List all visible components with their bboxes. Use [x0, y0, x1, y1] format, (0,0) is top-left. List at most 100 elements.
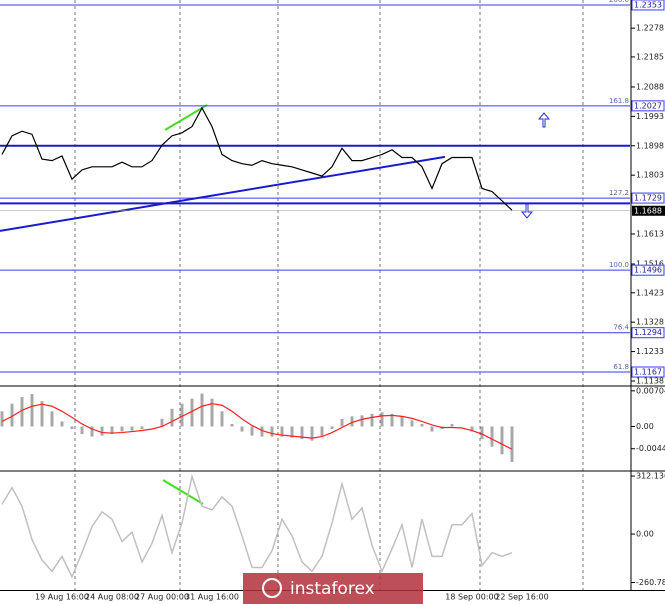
histogram-bar [260, 426, 264, 437]
histogram-bar [270, 426, 274, 437]
histogram-bar [30, 394, 34, 427]
histogram-bar [190, 398, 194, 427]
histogram-bar [320, 426, 324, 437]
x-tick-label: 18 Sep 00:00 [445, 593, 498, 602]
y-tick-label: 1.2088 [636, 82, 664, 91]
series-line [1, 473, 513, 579]
level-price: 1.1496 [634, 266, 662, 275]
fib-label: 161.8 [609, 97, 629, 105]
fib-label: 61.8 [613, 363, 629, 371]
histogram-bar [250, 426, 254, 436]
series-line [1, 403, 513, 450]
watermark: instaforex [243, 573, 423, 604]
grid [74, 0, 584, 590]
level-price-box [631, 327, 665, 339]
fib-label: 200.0 [609, 0, 629, 4]
level-price: 1.1729 [634, 194, 662, 203]
divergence-line [164, 104, 208, 131]
histogram-bar [110, 426, 114, 435]
histogram-bar [450, 423, 454, 427]
y-tick-label: 1.1993 [636, 112, 664, 121]
up-arrow [537, 112, 551, 128]
histogram-bar [400, 416, 404, 427]
histogram-bar [360, 415, 364, 427]
histogram-bar [230, 423, 234, 427]
histogram-bar [480, 426, 484, 440]
histogram-bar [340, 418, 344, 427]
y-tick-label: 1.2185 [636, 52, 664, 61]
last-price: 1.1688 [634, 206, 662, 215]
level-price-box [631, 0, 665, 11]
histogram-bar [390, 413, 394, 427]
histogram-bar [130, 426, 134, 431]
frame [0, 0, 665, 591]
histogram-bar [300, 426, 304, 440]
histogram-bar [370, 413, 374, 427]
fib-label: 127.2 [609, 189, 629, 197]
histogram-bar [120, 426, 124, 432]
histogram-bar [240, 426, 244, 432]
histogram-bar [100, 426, 104, 436]
x-tick-label: 24 Aug 08:00 [85, 593, 139, 602]
y-tick-label: 1.1516 [636, 259, 664, 268]
histogram-bar [290, 426, 294, 438]
histogram-bar [220, 411, 224, 427]
histogram-bar [380, 412, 384, 427]
y-tick-label: 1.1328 [636, 318, 664, 327]
y-tick-label: 0.00 [636, 530, 654, 539]
x-tick-label: 27 Aug 00:00 [135, 593, 189, 602]
level-price: 1.1294 [634, 328, 662, 337]
histogram-bar [40, 401, 44, 427]
level-price: 1.2353 [634, 0, 662, 9]
histogram-bar [510, 426, 514, 462]
histogram-bar [350, 416, 354, 427]
last-price-box [632, 205, 665, 216]
histogram-bar [420, 423, 424, 427]
level-price: 1.2027 [634, 101, 662, 110]
histogram-bar [170, 408, 174, 427]
histogram-bar [500, 426, 504, 455]
fib-label: 76.4 [613, 324, 629, 332]
y-tick-label: 1.1423 [636, 288, 664, 297]
histogram-bar [50, 411, 54, 427]
trend-line [0, 155, 446, 232]
y-tick-label: 0.00704 [636, 386, 665, 395]
histogram-bar [470, 426, 474, 432]
histogram-bar [200, 393, 204, 427]
histogram-bar [80, 426, 84, 435]
divergence-line [162, 479, 204, 505]
histogram-bar [140, 426, 144, 430]
histogram-bar [430, 426, 434, 432]
x-tick-label: 19 Aug 16:00 [35, 593, 89, 602]
y-tick-label: 1.1613 [636, 229, 664, 238]
level-price: 1.1167 [634, 368, 662, 377]
histogram-bar [160, 418, 164, 427]
y-tick-label: 1.1138 [636, 376, 664, 385]
histogram-bar [280, 426, 284, 437]
histogram-bar [310, 426, 314, 441]
histogram-bar [90, 426, 94, 437]
x-tick-label: 22 Sep 16:00 [495, 593, 548, 602]
histogram-bar [330, 426, 334, 430]
histogram-bar [10, 403, 14, 427]
watermark-logo [262, 578, 282, 598]
level-price-box [631, 264, 665, 276]
level-price-box [631, 192, 665, 204]
y-tick-label: 1.1898 [636, 141, 664, 150]
histogram-bar [180, 403, 184, 427]
y-tick-label: 1.1233 [636, 347, 664, 356]
histogram-bar [210, 398, 214, 427]
series-line [1, 106, 513, 211]
histogram-bar [60, 421, 64, 427]
fib-label: 100.0 [609, 261, 629, 269]
watermark-text: instaforex [290, 579, 375, 599]
histogram-bar [20, 397, 24, 427]
y-tick-label: 312.1363 [636, 472, 665, 481]
y-tick-label: -0.0044 [636, 444, 665, 453]
level-price-box [631, 366, 665, 378]
y-tick-label: 0.00 [636, 422, 654, 431]
y-tick-label: 1.1803 [636, 171, 664, 180]
histogram-bar [410, 420, 414, 427]
